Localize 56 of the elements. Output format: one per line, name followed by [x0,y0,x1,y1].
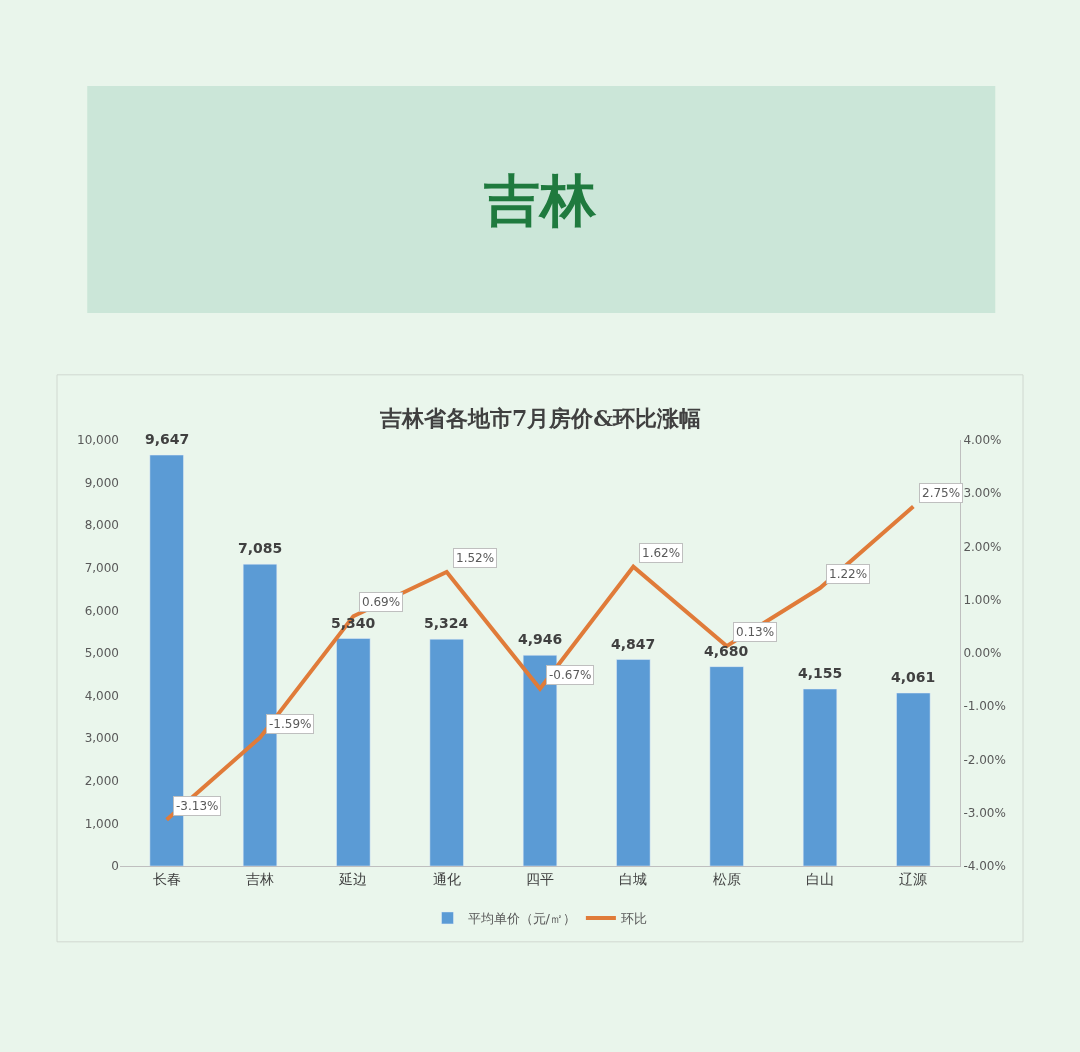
data-label: 4,680 [704,643,749,659]
data-label: 1.62% [642,546,681,560]
y2-tick-label: 0.00% [963,646,1002,661]
data-label: 4,061 [891,669,936,685]
y-tick-label: 6,000 [84,603,119,618]
data-label: -1.59% [269,717,312,731]
x-tick-label: 通化 [432,870,461,887]
x-tick-label: 四平 [526,870,554,887]
y-tick-label: 4,000 [84,688,119,703]
x-tick-label: 辽源 [899,870,928,887]
bar [336,638,371,866]
data-label: -3.13% [176,799,219,813]
y-tick-label: 2,000 [84,774,119,788]
x-tick-label: 白城 [619,870,648,887]
chart-title: 吉林 [483,167,597,233]
bar [896,692,931,866]
data-label: 0.69% [362,595,401,609]
data-label: 4,847 [611,636,656,652]
data-label: -0.67% [549,668,592,682]
y2-tick-label: 2.00% [963,539,1002,554]
y-tick-label: 8,000 [84,518,119,533]
chart-subtitle: 吉林省各地市7月房价&环比涨幅 [379,405,702,431]
x-tick-label: 吉林 [246,870,274,887]
y-tick-label: 1,000 [84,816,119,831]
y-tick-label: 10,000 [77,433,119,448]
data-label: 7,085 [238,540,283,556]
x-tick-label: 长春 [152,870,181,887]
bar [616,659,651,866]
y2-tick-label: -1.00% [963,699,1006,714]
y2-tick-label: -3.00% [963,805,1006,820]
data-label: 4,946 [518,631,563,647]
data-label: 4,155 [798,665,843,681]
y2-tick-label: 1.00% [963,592,1002,607]
x-tick-label: 延边 [338,870,368,887]
y2-tick-label: -2.00% [963,752,1006,767]
y-tick-label: 7,000 [84,561,119,575]
bar [802,688,838,866]
y2-tick-label: -4.00% [963,859,1006,874]
data-label: 0.13% [736,625,775,639]
x-tick-label: 白山 [806,870,834,887]
legend-label: 平均单价（元/㎡） [467,910,576,926]
data-label: 2.75% [922,486,961,500]
y-tick-label: 0 [111,859,119,874]
data-label: 1.52% [456,551,495,565]
y-tick-label: 3,000 [84,731,119,746]
data-label: 9,647 [145,431,190,447]
legend-label: 环比 [620,910,647,926]
x-tick-label: 松原 [712,870,741,887]
y-tick-label: 5,000 [84,646,119,661]
y2-tick-label: 4.00% [963,433,1002,448]
y-tick-label: 9,000 [84,475,119,490]
data-label: 1.22% [829,567,868,581]
y2-tick-label: 3.00% [963,486,1002,501]
bar [709,666,744,866]
bar [429,638,464,866]
data-label: 5,324 [424,615,469,631]
